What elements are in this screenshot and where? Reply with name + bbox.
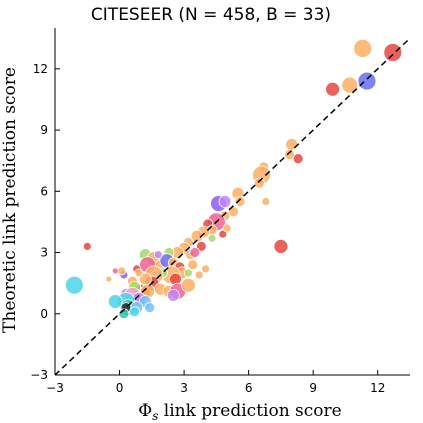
points-layer (64, 39, 403, 320)
data-point-3 (341, 76, 359, 94)
y-tick-label: 6 (40, 184, 48, 198)
chart-title: CITESEER (N = 458, B = 33) (91, 5, 331, 25)
y-tick-label: 0 (40, 307, 48, 321)
data-point-74 (144, 302, 156, 314)
data-point-2 (357, 71, 377, 91)
x-ticks: −3 0 3 6 9 12 (46, 370, 385, 395)
reference-line (54, 37, 411, 376)
data-point-7 (292, 153, 304, 165)
data-point-6 (284, 149, 295, 160)
x-tick-label: 3 (180, 381, 188, 395)
data-point-10 (253, 177, 265, 189)
data-point-12 (234, 196, 246, 207)
data-point-28 (273, 239, 289, 254)
x-axis-label-subscript: s (152, 409, 158, 423)
data-point-72 (129, 306, 141, 318)
data-point-80 (153, 250, 163, 259)
data-point-55 (180, 277, 196, 293)
data-point-22 (190, 229, 204, 243)
data-point-61 (111, 267, 119, 275)
data-point-27 (207, 233, 217, 243)
data-point-26 (222, 223, 232, 233)
data-point-70 (107, 294, 123, 309)
data-point-4 (325, 81, 340, 97)
x-axis-label: Φs link prediction score (138, 401, 341, 423)
x-tick-label: 6 (245, 381, 253, 395)
data-point-13 (261, 197, 271, 206)
data-point-25 (218, 229, 228, 239)
data-point-78 (201, 264, 211, 274)
data-point-77 (194, 270, 204, 280)
data-point-60 (105, 275, 113, 283)
y-tick-label: 3 (40, 246, 48, 260)
data-point-81 (134, 268, 144, 278)
data-point-5 (285, 137, 299, 151)
y-tick-label: 12 (33, 62, 48, 76)
x-tick-label: 12 (370, 381, 385, 395)
y-tick-label: 9 (40, 123, 48, 137)
x-tick-label: 9 (309, 381, 317, 395)
x-axis-label-text: link prediction score (158, 401, 341, 421)
x-tick-label: 0 (116, 381, 124, 395)
x-axis-label-symbol: Φ (138, 401, 152, 421)
x-tick-label: −3 (46, 381, 64, 395)
data-point-15 (218, 195, 232, 208)
data-point-1 (383, 43, 403, 62)
data-point-42 (187, 259, 199, 271)
y-ticks: −3 0 3 6 9 12 (30, 62, 60, 382)
data-point-79 (189, 247, 201, 258)
data-point-29 (82, 242, 92, 251)
data-point-0 (353, 39, 373, 58)
data-point-59 (117, 266, 127, 276)
axes (54, 28, 410, 376)
data-point-76 (183, 268, 193, 278)
data-point-56 (166, 288, 180, 302)
data-point-75 (64, 275, 84, 295)
y-tick-label: −3 (30, 368, 48, 382)
y-axis-label: Theoretic link prediction score (0, 67, 20, 333)
data-point-16 (228, 206, 239, 218)
